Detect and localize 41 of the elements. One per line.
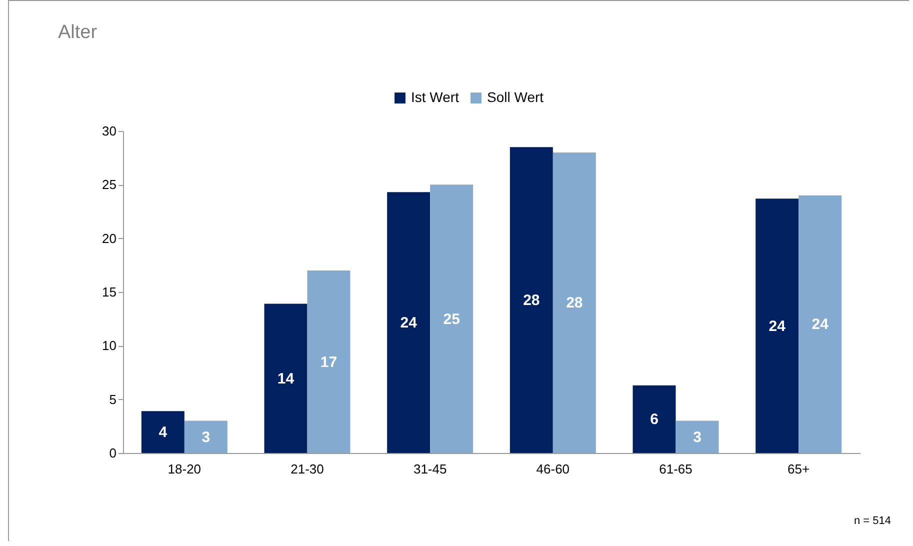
x-tick-label: 65+: [788, 462, 810, 476]
bar: [184, 420, 228, 453]
y-tick-label: 30: [102, 124, 116, 138]
y-tick-label: 0: [109, 446, 116, 460]
bar: [264, 304, 308, 453]
x-tick-label: 31-45: [413, 462, 447, 476]
bar: [430, 184, 474, 453]
y-tick-label: 5: [109, 392, 116, 407]
data-label: 25: [443, 310, 460, 328]
legend-label: Ist Wert: [411, 89, 460, 105]
x-tick-label: 18-20: [168, 462, 202, 476]
y-tick-label: 25: [102, 177, 116, 192]
bar: [756, 198, 799, 453]
bar: [798, 195, 842, 453]
bar: [510, 147, 553, 453]
bar: [387, 192, 430, 453]
data-label: 28: [566, 294, 583, 312]
chart-title: Alter: [58, 22, 98, 44]
legend-label: Soll Wert: [487, 89, 544, 105]
data-label: 3: [693, 428, 702, 446]
data-label: 24: [768, 318, 786, 335]
data-label: 6: [650, 411, 658, 428]
x-tick-label: 21-30: [290, 462, 324, 476]
data-label: 4: [158, 424, 168, 442]
bar: [307, 270, 350, 453]
x-tick-label: 61-65: [659, 462, 692, 476]
data-label: 28: [523, 292, 540, 310]
y-tick-label: 20: [102, 230, 116, 246]
y-tick-label: 15: [102, 284, 116, 300]
bar: [141, 411, 184, 453]
bar: [552, 152, 596, 453]
bar: [632, 385, 676, 453]
data-label: 24: [400, 314, 418, 332]
data-label: 3: [202, 428, 210, 446]
data-label: 17: [320, 354, 338, 371]
data-label: 24: [812, 316, 830, 334]
text: n = 514: [854, 515, 891, 527]
x-tick-label: 46-60: [536, 462, 570, 476]
bar: [676, 420, 719, 453]
y-tick-label: 10: [102, 338, 116, 354]
data-label: 14: [277, 370, 295, 388]
